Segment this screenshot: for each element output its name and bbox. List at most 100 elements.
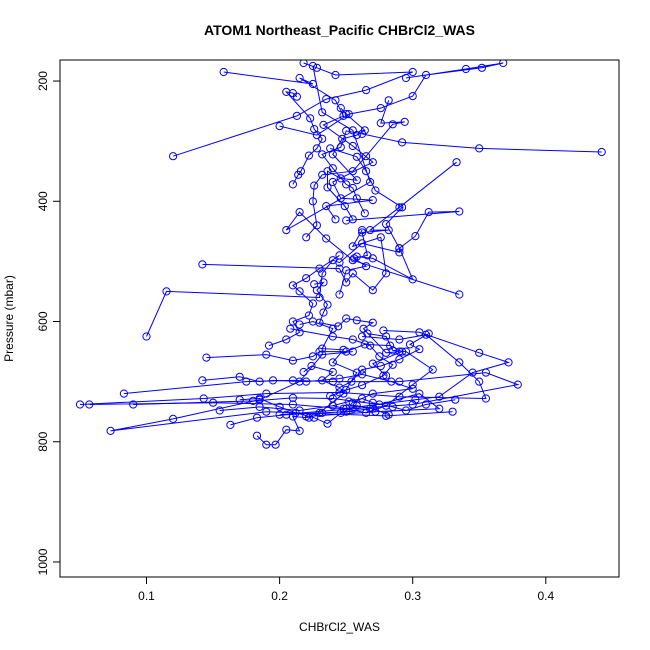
data-point — [358, 228, 367, 237]
series-line-6 — [202, 229, 387, 291]
data-point — [336, 408, 345, 417]
data-point — [499, 60, 508, 68]
data-point — [219, 67, 228, 77]
data-point — [292, 111, 301, 121]
data-point — [358, 239, 367, 248]
data-point — [477, 63, 486, 72]
data-point — [75, 400, 85, 409]
data-point — [371, 186, 380, 195]
data-point — [379, 371, 388, 380]
data-point — [382, 332, 391, 341]
y-tick-label: 800 — [36, 431, 50, 451]
data-point — [475, 377, 484, 386]
data-point — [335, 290, 344, 299]
data-point — [288, 281, 297, 290]
x-tick-label: 0.2 — [271, 589, 288, 603]
data-point — [342, 126, 351, 135]
data-point — [362, 262, 371, 271]
data-point — [352, 152, 361, 161]
data-point — [368, 196, 377, 205]
data-point — [395, 203, 404, 212]
data-point — [342, 266, 351, 275]
data-point — [368, 389, 377, 398]
data-point — [106, 426, 115, 435]
series-line-18 — [284, 91, 323, 185]
data-point — [415, 345, 424, 354]
data-point — [315, 347, 324, 356]
data-point — [435, 404, 444, 413]
data-point — [363, 251, 372, 260]
data-point — [597, 147, 606, 157]
data-point — [198, 260, 207, 269]
data-point — [323, 183, 332, 192]
x-tick-label: 0.3 — [404, 589, 421, 603]
series-line-19 — [314, 281, 400, 354]
data-point — [312, 144, 321, 153]
data-point — [481, 394, 490, 403]
series-line-1 — [285, 65, 460, 295]
data-point — [318, 150, 327, 159]
data-point — [360, 340, 369, 349]
data-point — [85, 400, 94, 409]
data-point — [382, 269, 391, 278]
data-point — [334, 322, 343, 331]
data-point — [318, 269, 327, 278]
data-point — [411, 395, 420, 404]
series-line-23 — [206, 343, 404, 376]
series-line-7 — [79, 334, 487, 405]
series-line-9 — [123, 372, 520, 416]
data-point — [435, 392, 444, 401]
data-point — [386, 341, 395, 350]
data-point — [322, 234, 331, 243]
data-point — [315, 408, 324, 417]
data-point — [428, 365, 437, 374]
data-point — [388, 120, 397, 129]
data-point — [395, 355, 404, 364]
data-point — [504, 358, 513, 367]
series-line-27 — [290, 328, 394, 397]
data-point — [468, 368, 477, 377]
data-point — [338, 134, 347, 143]
data-point — [348, 167, 357, 176]
data-point — [366, 226, 375, 235]
data-point — [455, 207, 464, 216]
y-tick-label: 1000 — [36, 548, 50, 575]
series-line-28 — [239, 397, 389, 425]
data-point — [358, 370, 367, 379]
data-point — [328, 332, 337, 341]
chart-title: ATOM1 Northeast_Pacific CHBrCl2_WAS — [204, 22, 475, 38]
data-point — [252, 413, 262, 422]
data-point — [262, 389, 271, 398]
data-point — [312, 286, 321, 295]
series-line-11 — [256, 408, 371, 446]
data-point — [408, 380, 417, 389]
data-point — [264, 341, 274, 350]
data-point — [323, 419, 332, 428]
data-point — [352, 176, 361, 185]
data-point — [202, 353, 211, 362]
data-point — [328, 401, 337, 410]
data-point — [295, 328, 304, 337]
data-point — [395, 377, 404, 386]
data-point — [342, 314, 351, 323]
data-point — [307, 361, 316, 371]
data-point — [376, 233, 385, 242]
data-point — [226, 420, 235, 429]
data-point — [352, 131, 361, 140]
data-point — [424, 208, 433, 217]
data-point — [275, 122, 284, 131]
data-point — [312, 63, 321, 72]
data-point — [255, 402, 264, 411]
data-point — [347, 377, 356, 386]
data-point — [295, 320, 304, 329]
data-point — [336, 174, 345, 183]
data-point — [398, 138, 407, 147]
data-point — [408, 275, 417, 284]
y-axis: 200 400 600 800 1000 — [36, 71, 61, 575]
series-line-25 — [268, 254, 340, 347]
data-point — [328, 367, 337, 377]
series-line-2 — [110, 351, 453, 432]
data-point — [395, 392, 404, 401]
data-point — [401, 406, 411, 415]
